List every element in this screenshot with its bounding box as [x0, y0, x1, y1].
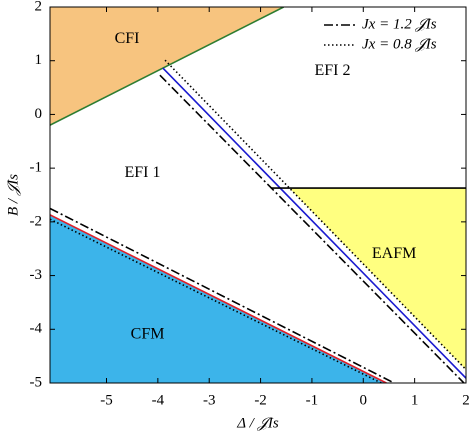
legend-label: Jx = 1.2 𝒥Is — [362, 16, 437, 32]
x-tick-label: 0 — [360, 392, 368, 408]
region-label: CFM — [131, 325, 165, 342]
x-axis-label: Δ / 𝒥Is — [236, 415, 279, 431]
y-tick-label: -3 — [30, 267, 43, 283]
series-line — [50, 74, 465, 383]
x-tick-label: -2 — [254, 392, 267, 408]
region — [50, 214, 387, 383]
boundary-line — [162, 67, 466, 379]
x-tick-label: -4 — [152, 392, 165, 408]
region-label: EFI 2 — [314, 62, 350, 79]
boundary-line — [50, 7, 285, 126]
x-tick-label: -5 — [100, 392, 113, 408]
x-tick-label: -3 — [203, 392, 216, 408]
y-tick-label: 2 — [35, 0, 43, 14]
series-line — [50, 59, 466, 383]
region — [289, 188, 466, 370]
y-tick-label: -1 — [30, 160, 43, 176]
region-label: EAFM — [372, 245, 416, 262]
y-tick-label: -2 — [30, 213, 43, 229]
frame — [49, 6, 467, 384]
plot-area — [50, 7, 466, 383]
x-tick-label: 1 — [411, 392, 419, 408]
y-tick-label: 0 — [35, 106, 43, 122]
y-tick-label: 1 — [35, 52, 43, 68]
x-tick-label: -1 — [306, 392, 319, 408]
region-label: EFI 1 — [124, 164, 160, 181]
legend-label: Jx = 0.8 𝒥Is — [362, 36, 437, 52]
region-label: CFI — [115, 30, 140, 47]
y-axis-label: B / 𝒥Is — [5, 174, 21, 216]
y-tick-label: -4 — [30, 321, 43, 337]
boundary-line — [50, 214, 387, 383]
y-tick-label: -5 — [30, 374, 43, 390]
x-tick-label: 2 — [462, 392, 470, 408]
